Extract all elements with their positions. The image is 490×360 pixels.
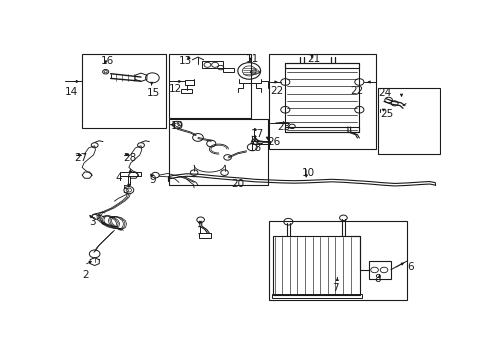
Bar — [185, 80, 194, 85]
Text: 4: 4 — [116, 174, 122, 184]
Bar — [285, 63, 359, 132]
Bar — [170, 120, 268, 185]
Text: 20: 20 — [231, 179, 245, 189]
Text: 27: 27 — [74, 153, 87, 163]
Bar — [285, 63, 359, 68]
Bar — [273, 236, 361, 296]
Bar — [202, 61, 222, 68]
Text: 18: 18 — [249, 143, 262, 153]
Text: 11: 11 — [246, 54, 259, 64]
Text: 21: 21 — [307, 54, 320, 64]
Text: 2: 2 — [82, 270, 88, 280]
Bar — [199, 233, 211, 238]
Text: 3: 3 — [89, 217, 96, 227]
Bar — [253, 141, 270, 144]
Text: 5: 5 — [122, 185, 129, 194]
Text: 24: 24 — [379, 88, 392, 98]
Bar — [285, 127, 359, 132]
Text: 22: 22 — [351, 86, 364, 96]
Bar — [378, 87, 440, 154]
Text: 17: 17 — [251, 129, 265, 139]
Text: 19: 19 — [171, 121, 184, 131]
Text: 26: 26 — [268, 138, 281, 148]
Text: 10: 10 — [302, 168, 315, 179]
Bar — [181, 89, 192, 93]
Bar — [272, 294, 363, 298]
Text: 13: 13 — [179, 56, 192, 66]
Text: 28: 28 — [123, 153, 136, 163]
Text: 14: 14 — [65, 87, 78, 97]
Text: 9: 9 — [149, 175, 156, 185]
Text: 15: 15 — [147, 87, 160, 98]
Bar — [369, 261, 391, 279]
Text: 7: 7 — [332, 283, 339, 293]
Text: 8: 8 — [374, 274, 380, 284]
Bar — [270, 54, 376, 149]
Text: 6: 6 — [408, 262, 414, 272]
Bar — [82, 54, 166, 128]
Text: 23: 23 — [277, 122, 290, 132]
Text: 1: 1 — [196, 226, 203, 235]
Bar — [222, 68, 234, 72]
Text: 16: 16 — [100, 56, 114, 66]
Text: 22: 22 — [270, 86, 284, 96]
Bar — [270, 221, 407, 300]
Text: 25: 25 — [380, 109, 393, 119]
Bar — [170, 54, 251, 118]
Text: 12: 12 — [169, 84, 182, 94]
